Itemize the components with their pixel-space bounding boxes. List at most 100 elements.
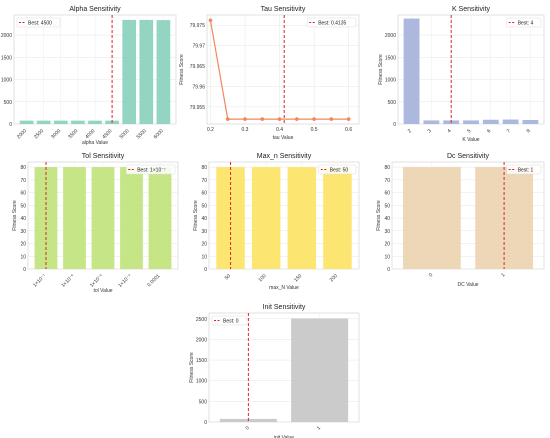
chart-panel-7: Init Sensitivity 0 500 1000 1500 2000 2500 Fitn… xyxy=(189,304,360,438)
x-tick-label: 1 xyxy=(500,272,506,278)
x-tick-label: 1×10⁻⁶ xyxy=(60,273,76,289)
data-point xyxy=(277,117,282,121)
y-tick-label: 30 xyxy=(20,229,26,235)
x-tick-label: 0.5 xyxy=(311,127,318,133)
legend-label: Best: 0 xyxy=(223,318,239,324)
y-tick-label: 50 xyxy=(384,203,390,209)
data-point xyxy=(312,117,316,121)
legend-label: Best: 1×10⁻⁷ xyxy=(137,167,166,173)
legend-label: Best: 4 xyxy=(518,20,534,26)
y-tick-label: 20 xyxy=(384,242,390,248)
y-tick-label: 79.97 xyxy=(192,44,205,50)
x-tick-label: 7 xyxy=(506,128,512,134)
bar xyxy=(139,19,154,125)
x-tick-label: 3500 xyxy=(67,128,79,140)
x-tick-label: 1×10⁻⁵ xyxy=(89,273,105,289)
y-tick-label: 79.975 xyxy=(190,23,206,29)
chart-title: Alpha Sensitivity xyxy=(69,6,121,13)
legend-box xyxy=(318,164,357,175)
y-axis-label: Fitness Score xyxy=(193,200,199,231)
y-tick-label: 79.96 xyxy=(192,84,205,90)
bar xyxy=(156,20,171,125)
y-tick-label: 1500 xyxy=(196,358,207,364)
chart-title: Tau Sensitivity xyxy=(261,6,306,13)
x-axis-label: tau Value xyxy=(273,135,294,141)
data-point xyxy=(208,18,213,23)
legend-box xyxy=(506,164,542,175)
y-tick-label: 0 xyxy=(387,267,390,273)
bar xyxy=(19,120,34,124)
y-tick-label: 0 xyxy=(393,122,396,128)
y-tick-label: 2500 xyxy=(196,317,207,323)
y-tick-label: 80 xyxy=(384,165,390,171)
x-tick-label: 1×10⁻⁴ xyxy=(117,273,133,289)
plot-area xyxy=(206,14,360,125)
bar xyxy=(291,318,349,422)
y-tick-label: 40 xyxy=(201,216,207,222)
x-axis-label: K Value xyxy=(462,137,479,143)
bar xyxy=(287,167,317,269)
y-tick-label: 2000 xyxy=(385,33,396,39)
y-tick-label: 50 xyxy=(201,203,207,209)
x-tick-label: 1 xyxy=(316,425,322,431)
y-tick-label: 70 xyxy=(201,178,207,184)
x-tick-label: 0.4 xyxy=(276,127,283,133)
y-axis-label: Fitness Score xyxy=(378,54,384,85)
chart-title: Max_n Sensitivity xyxy=(257,153,312,160)
x-tick-label: 0.0001 xyxy=(146,273,161,288)
y-tick-label: 1000 xyxy=(1,78,12,84)
legend-box xyxy=(211,315,247,326)
bar xyxy=(36,120,51,124)
chart-title: Init Sensitivity xyxy=(263,304,306,311)
x-tick-label: 0.6 xyxy=(345,127,352,133)
legend-box xyxy=(16,17,61,28)
y-axis-label: Fitness Score xyxy=(179,54,185,85)
bar xyxy=(502,119,519,124)
y-tick-label: 10 xyxy=(384,254,390,260)
y-axis-label: Fitness Score xyxy=(376,200,382,231)
bar xyxy=(120,167,143,269)
x-axis-label: alpha Value xyxy=(82,140,108,146)
x-tick-label: 100 xyxy=(257,273,267,283)
bar xyxy=(88,120,102,124)
bar xyxy=(53,120,68,124)
x-tick-label: 0 xyxy=(245,425,251,431)
x-tick-label: 2500 xyxy=(33,128,45,140)
bar xyxy=(122,19,137,125)
x-tick-label: 0.3 xyxy=(242,127,249,133)
chart-panel-3: K Sensitivity 0 500 1000 1500 2000 Fitness Sco… xyxy=(378,6,545,143)
bar xyxy=(148,167,172,269)
data-point xyxy=(243,117,247,121)
y-tick-label: 0 xyxy=(204,420,207,426)
y-tick-label: 10 xyxy=(201,254,207,260)
chart-title: Dc Sensitivity xyxy=(447,153,490,160)
chart-title: K Sensitivity xyxy=(452,6,491,13)
y-tick-label: 80 xyxy=(20,165,26,171)
x-tick-label: 3000 xyxy=(50,128,62,140)
legend-label: Best: 1 xyxy=(518,167,534,173)
x-tick-label: 5000 xyxy=(119,128,131,140)
bar xyxy=(323,167,352,269)
y-tick-label: 500 xyxy=(4,100,13,106)
chart-title: Tol Sensitivity xyxy=(82,153,125,160)
x-tick-label: 8 xyxy=(526,128,532,134)
y-tick-label: 0 xyxy=(204,267,207,273)
x-tick-label: 4500 xyxy=(101,128,113,140)
y-axis-label: Fitness Score xyxy=(189,352,195,383)
y-tick-label: 30 xyxy=(201,229,207,235)
x-tick-label: 6000 xyxy=(153,128,165,140)
bar xyxy=(403,18,420,125)
y-tick-label: 2000 xyxy=(1,33,12,39)
legend-label: Best: 0.4135 xyxy=(318,20,346,26)
bar xyxy=(423,120,440,124)
x-tick-label: 200 xyxy=(329,273,339,283)
legend-box xyxy=(506,17,542,28)
x-tick-label: 5 xyxy=(466,128,472,134)
x-tick-label: 2000 xyxy=(16,128,28,140)
x-tick-label: 5500 xyxy=(136,128,148,140)
y-tick-label: 10 xyxy=(20,254,26,260)
legend-box xyxy=(125,164,176,175)
y-tick-label: 20 xyxy=(20,242,26,248)
y-tick-label: 2000 xyxy=(196,337,207,343)
